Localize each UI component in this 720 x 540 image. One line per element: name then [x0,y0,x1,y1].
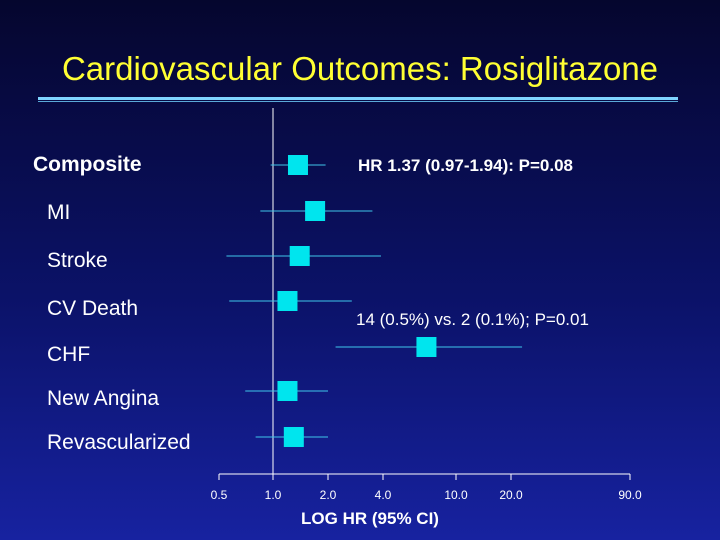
hr-marker [305,201,326,221]
row-label-stroke: Stroke [47,249,108,272]
row-label-composite: Composite [33,153,142,176]
cv-death-annotation: 14 (0.5%) vs. 2 (0.1%); P=0.01 [356,310,589,329]
x-tick-label: 10.0 [444,488,468,502]
x-tick-label: 0.5 [211,488,228,502]
x-tick-label: 20.0 [499,488,523,502]
x-axis-label: LOG HR (95% CI) [301,509,439,528]
row-label-cv-death: CV Death [47,297,139,320]
row-label-new-angina: New Angina [47,387,160,410]
row-label-revascularized: Revascularized [47,431,191,454]
hr-marker [277,381,298,401]
x-tick-label: 90.0 [618,488,642,502]
hr-marker [277,291,298,311]
x-tick-label: 1.0 [265,488,282,502]
x-tick-label: 4.0 [375,488,392,502]
hr-marker [283,427,304,447]
x-tick-label: 2.0 [320,488,337,502]
composite-annotation: HR 1.37 (0.97-1.94): P=0.08 [358,156,573,175]
title-underline [38,97,678,100]
slide-title: Cardiovascular Outcomes: Rosiglitazone [61,50,659,87]
hr-marker [287,155,308,175]
hr-marker [416,337,437,357]
row-label-chf: CHF [47,343,91,366]
hr-marker [289,246,310,266]
row-label-mi: MI [47,201,71,224]
title-underline-thin [38,101,678,102]
